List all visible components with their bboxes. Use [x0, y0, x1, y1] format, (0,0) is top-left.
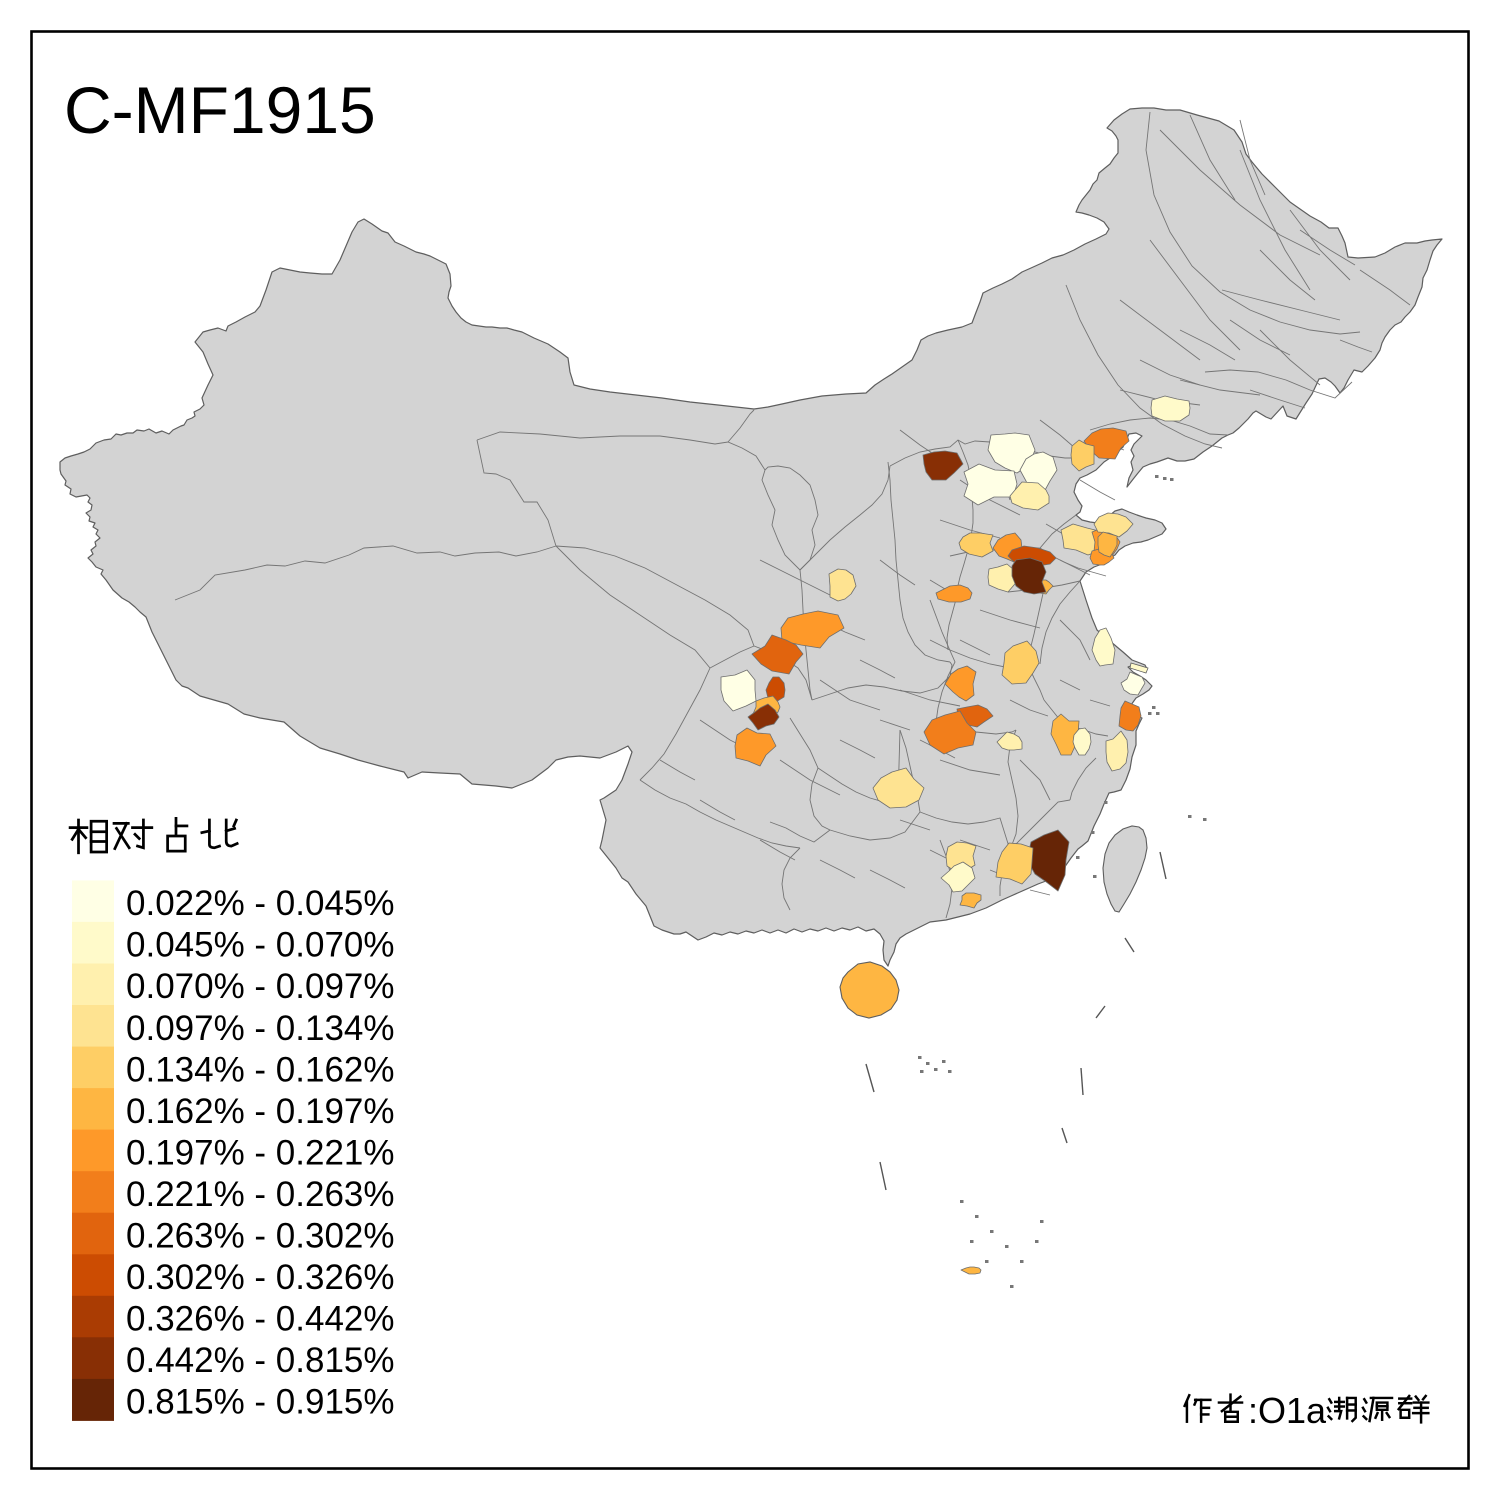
svg-text:0.162% - 0.197%: 0.162% - 0.197% [126, 1092, 395, 1131]
svg-text:0.263% - 0.302%: 0.263% - 0.302% [126, 1217, 395, 1256]
svg-text:0.134% - 0.162%: 0.134% - 0.162% [126, 1050, 395, 1089]
svg-text:0.197% - 0.221%: 0.197% - 0.221% [126, 1133, 395, 1172]
svg-text:0.326% - 0.442%: 0.326% - 0.442% [126, 1300, 395, 1339]
svg-text:0.442% - 0.815%: 0.442% - 0.815% [126, 1341, 395, 1380]
svg-text:0.815% - 0.915%: 0.815% - 0.915% [126, 1383, 395, 1422]
svg-text:0.302% - 0.326%: 0.302% - 0.326% [126, 1258, 395, 1297]
svg-text:0.221% - 0.263%: 0.221% - 0.263% [126, 1175, 395, 1214]
svg-text::O1a: :O1a [1248, 1390, 1327, 1431]
svg-text:0.022% - 0.045%: 0.022% - 0.045% [126, 884, 395, 923]
svg-text:0.070% - 0.097%: 0.070% - 0.097% [126, 967, 395, 1006]
svg-text:C-MF1915: C-MF1915 [64, 73, 376, 147]
svg-text:0.097% - 0.134%: 0.097% - 0.134% [126, 1009, 395, 1048]
svg-text:0.045% - 0.070%: 0.045% - 0.070% [126, 926, 395, 965]
